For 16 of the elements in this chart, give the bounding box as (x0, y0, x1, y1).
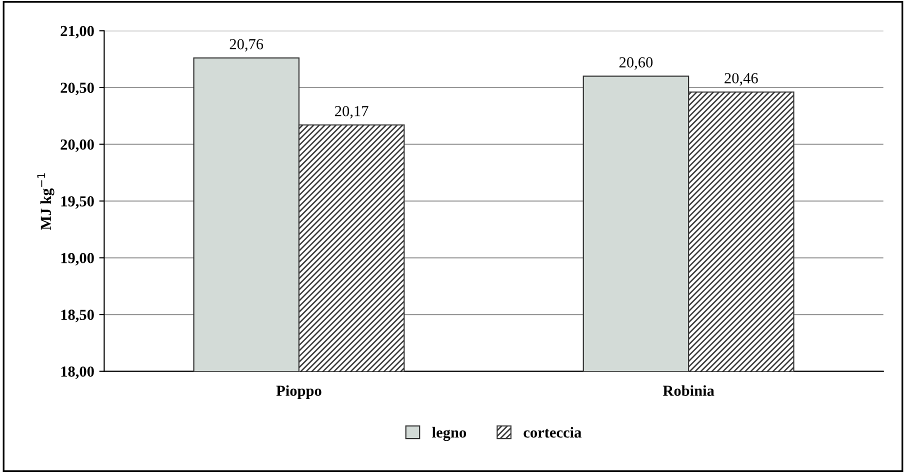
x-tick-label: Pioppo (276, 385, 322, 400)
y-axis-title: MJ kg$^{−1}$ (37, 173, 54, 230)
x-tick-label: Robinia (662, 385, 714, 396)
y-tick-label: 21,00 (60, 26, 94, 38)
y-tick-label: 20,50 (60, 82, 94, 96)
y-tick-label: 19,50 (61, 196, 94, 209)
y-tick-label: 18,50 (61, 310, 94, 322)
legend-label: corteccia (524, 426, 582, 438)
y-tick-label: 20,00 (60, 139, 94, 152)
data-label: 20,17 (335, 106, 368, 119)
data-label: 20,46 (724, 73, 758, 86)
y-tick-label: 19,00 (61, 252, 94, 266)
data-label: 20,76 (230, 39, 264, 52)
data-label: 20,60 (619, 57, 653, 70)
y-tick-label: 18,00 (61, 366, 94, 379)
legend-label: legno (432, 426, 466, 441)
